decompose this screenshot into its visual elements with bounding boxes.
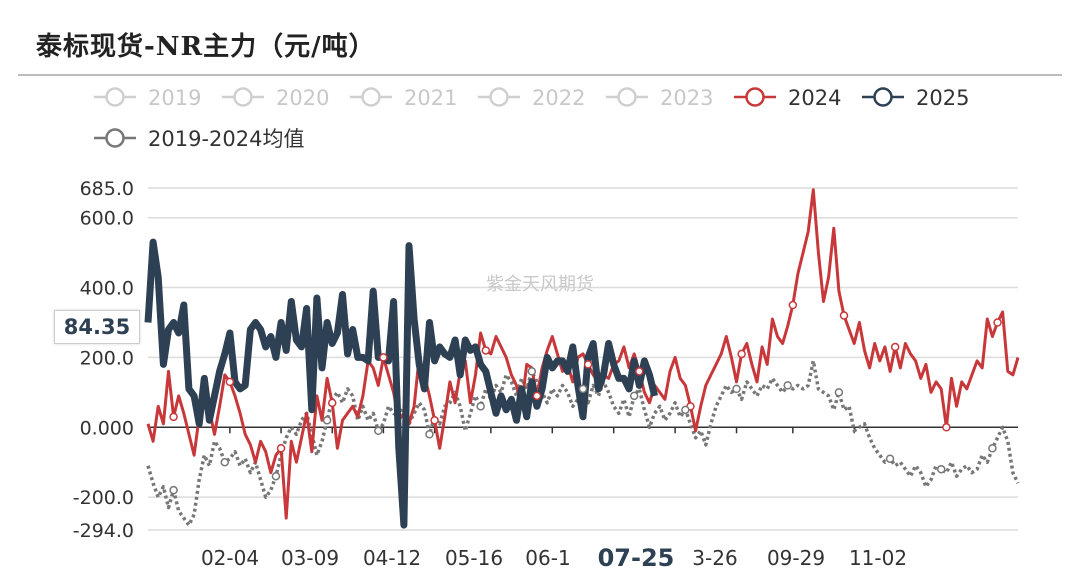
y-tick-label: -294.0 [73,520,134,542]
y-tick-label: 600.0 [80,208,134,230]
legend-item-label[interactable]: 2021 [404,86,457,110]
legend-circle-icon[interactable] [873,87,893,107]
series-point-average[interactable] [169,485,178,495]
y-tick-label: 0.000 [80,417,134,439]
series-point-average[interactable] [629,391,639,401]
series-point-average[interactable] [885,454,895,463]
series-point-2024[interactable] [169,412,178,422]
legend-item-label[interactable]: 2019-2024均值 [148,127,304,151]
series-point-average[interactable] [732,384,741,394]
legend-circle-icon[interactable] [489,87,509,107]
series-point-2024[interactable] [737,349,746,359]
legend-item-label[interactable]: 2023 [660,86,713,110]
watermark: 紫金天风期货 [486,274,594,295]
series-point-2024[interactable] [942,423,951,432]
series-point-2024[interactable] [839,311,849,320]
series-line-average[interactable] [146,359,1020,527]
series-point-2024[interactable] [583,360,593,369]
y-tick-label: -200.0 [73,487,134,509]
x-tick-label: 11-02 [849,546,907,570]
x-tick-label: 04-12 [363,546,421,570]
series-point-average[interactable] [783,381,792,390]
series-point-2024[interactable] [481,346,491,355]
legend-item-label[interactable]: 2025 [916,86,969,110]
series-point-2024[interactable] [379,353,388,362]
series-point-average[interactable] [578,384,588,394]
x-tick-label: 03-09 [281,546,339,570]
series-point-average[interactable] [374,426,383,436]
series-point-2024[interactable] [532,391,542,401]
legend-circle-icon[interactable] [745,87,765,107]
legend-circle-icon[interactable] [105,128,125,148]
series-point-average[interactable] [988,444,997,453]
series-point-average[interactable] [834,388,844,397]
axis-pointer-value-badge: 84.35 [54,310,140,344]
series-point-2024[interactable] [327,398,337,408]
x-tick-label: 02-04 [201,546,259,570]
series-point-average[interactable] [271,471,281,481]
x-tick-label: 06-1 [525,546,570,570]
series-point-average[interactable] [322,416,332,425]
series-point-2024[interactable] [276,444,286,453]
series-point-average[interactable] [476,402,485,411]
legend-item-label[interactable]: 2020 [276,86,329,110]
title-divider [18,74,1062,76]
series-point-average[interactable] [681,405,690,415]
series-point-2024[interactable] [890,342,900,352]
series-point-2024[interactable] [430,416,439,425]
legend-item-label[interactable]: 2024 [788,86,841,110]
y-tick-label: 200.0 [80,347,134,369]
legend-circle-icon[interactable] [361,87,381,107]
series-line-2025[interactable] [144,238,659,529]
legend-item-label[interactable]: 2022 [532,86,585,110]
legend-circle-icon[interactable] [233,87,253,107]
series-point-average[interactable] [425,430,434,439]
series-point-2024[interactable] [788,300,798,310]
legend-circle-icon[interactable] [617,87,637,107]
x-tick-label: 09-29 [767,546,825,570]
series-point-average[interactable] [936,464,946,474]
x-tick-label: 3-26 [692,546,737,570]
x-tick-label: 05-16 [445,546,503,570]
series-point-2024[interactable] [993,318,1002,327]
legend-circle-icon[interactable] [105,87,125,107]
series-point-2024[interactable] [225,377,235,387]
series-point-average[interactable] [527,367,537,376]
y-tick-label: 685.0 [80,178,134,200]
y-tick-label: 400.0 [80,278,134,300]
chart-title: 泰标现货-NR主力（元/吨） [36,32,376,62]
series-point-average[interactable] [220,457,230,467]
x-tick-label-highlighted: 07-25 [598,544,675,572]
legend-item-label[interactable]: 2019 [148,86,201,110]
series-point-2024[interactable] [635,367,644,376]
